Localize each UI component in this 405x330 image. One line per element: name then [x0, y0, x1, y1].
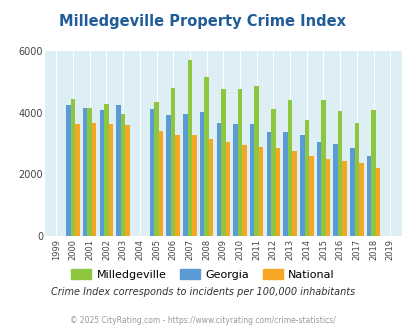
Bar — [271, 109, 275, 236]
Bar — [333, 144, 337, 236]
Bar — [75, 124, 80, 236]
Bar — [121, 114, 125, 236]
Bar — [83, 108, 87, 236]
Bar — [358, 163, 363, 236]
Bar — [320, 100, 325, 236]
Bar — [258, 147, 263, 236]
Bar — [166, 115, 171, 236]
Bar — [354, 123, 358, 236]
Bar — [208, 139, 213, 236]
Bar — [66, 105, 70, 236]
Bar — [109, 124, 113, 236]
Bar — [187, 60, 192, 236]
Bar — [287, 100, 292, 236]
Bar — [175, 135, 179, 236]
Bar — [237, 89, 242, 236]
Bar — [204, 77, 208, 236]
Bar — [183, 114, 187, 236]
Bar — [292, 150, 296, 236]
Bar — [375, 168, 379, 236]
Bar — [316, 142, 320, 236]
Legend: Milledgeville, Georgia, National: Milledgeville, Georgia, National — [66, 265, 339, 284]
Bar — [216, 123, 220, 236]
Bar — [87, 108, 92, 236]
Bar — [158, 131, 163, 236]
Bar — [225, 142, 230, 236]
Bar — [171, 88, 175, 236]
Bar — [104, 104, 109, 236]
Bar — [337, 111, 341, 236]
Bar — [325, 159, 329, 236]
Text: Crime Index corresponds to incidents per 100,000 inhabitants: Crime Index corresponds to incidents per… — [51, 287, 354, 297]
Bar — [349, 148, 354, 236]
Bar — [125, 125, 130, 236]
Bar — [220, 89, 225, 236]
Bar — [116, 105, 121, 236]
Bar — [299, 135, 304, 236]
Bar — [249, 124, 254, 236]
Bar — [232, 124, 237, 236]
Text: © 2025 CityRating.com - https://www.cityrating.com/crime-statistics/: © 2025 CityRating.com - https://www.city… — [70, 315, 335, 325]
Bar — [70, 99, 75, 236]
Bar — [366, 156, 371, 236]
Bar — [283, 132, 287, 236]
Bar — [266, 132, 271, 236]
Bar — [254, 86, 258, 236]
Bar — [92, 123, 96, 236]
Bar — [149, 109, 154, 236]
Bar — [304, 120, 308, 236]
Bar — [341, 161, 346, 236]
Bar — [192, 135, 196, 236]
Bar — [308, 156, 313, 236]
Bar — [275, 148, 279, 236]
Bar — [242, 145, 246, 236]
Bar — [154, 102, 158, 236]
Text: Milledgeville Property Crime Index: Milledgeville Property Crime Index — [60, 14, 345, 29]
Bar — [371, 110, 375, 236]
Bar — [199, 112, 204, 236]
Bar — [99, 110, 104, 236]
